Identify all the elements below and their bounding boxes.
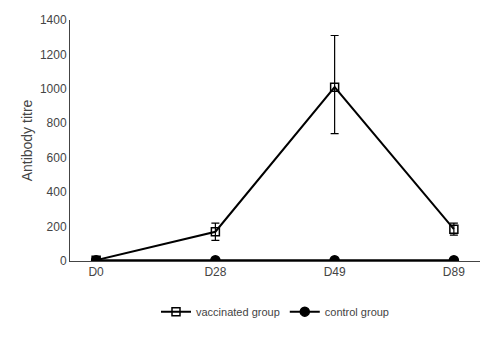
svg-text:1200: 1200 xyxy=(40,48,67,62)
svg-text:vaccinated group: vaccinated group xyxy=(196,306,280,318)
svg-text:400: 400 xyxy=(47,185,67,199)
svg-text:D0: D0 xyxy=(88,265,104,279)
svg-text:600: 600 xyxy=(47,151,67,165)
svg-text:800: 800 xyxy=(47,116,67,130)
svg-text:200: 200 xyxy=(47,220,67,234)
svg-text:D49: D49 xyxy=(324,265,346,279)
svg-text:D89: D89 xyxy=(443,265,465,279)
svg-text:0: 0 xyxy=(60,254,67,268)
svg-text:1000: 1000 xyxy=(40,82,67,96)
svg-text:1400: 1400 xyxy=(40,13,67,27)
svg-text:Antibody titre: Antibody titre xyxy=(19,99,35,181)
svg-text:control group: control group xyxy=(325,306,389,318)
svg-text:D28: D28 xyxy=(204,265,226,279)
